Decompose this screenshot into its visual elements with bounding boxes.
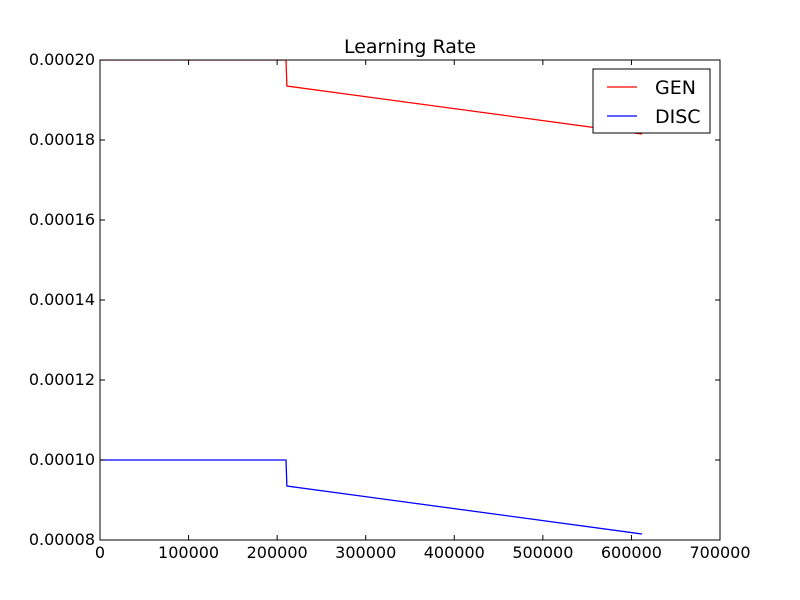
y-tick-label: 0.00014 <box>29 290 95 309</box>
y-tick-label: 0.00010 <box>29 450 95 469</box>
x-tick-label: 400000 <box>424 543 485 562</box>
legend-label-disc: DISC <box>655 106 701 128</box>
legend-box <box>592 68 711 134</box>
plot-lines <box>100 60 643 535</box>
y-tick-label: 0.00020 <box>29 50 95 69</box>
x-tick-label: 0 <box>95 543 105 562</box>
legend-label-gen: GEN <box>655 77 696 99</box>
legend: GEN DISC <box>592 68 711 134</box>
y-tick-label: 0.00008 <box>29 530 95 549</box>
y-tick-label: 0.00012 <box>29 370 95 389</box>
chart-title: Learning Rate <box>344 36 476 58</box>
x-tick-label: 200000 <box>247 543 308 562</box>
axis-ticks: 0 100000 200000 300000 400000 500000 600000 700… <box>29 50 751 562</box>
series-line-gen <box>100 60 643 135</box>
x-tick-label: 100000 <box>158 543 219 562</box>
x-tick-label: 700000 <box>689 543 750 562</box>
x-tick-label: 600000 <box>601 543 662 562</box>
x-tick-label: 300000 <box>335 543 396 562</box>
y-tick-label: 0.00018 <box>29 130 95 149</box>
x-tick-label: 500000 <box>512 543 573 562</box>
series-line-disc <box>100 459 643 535</box>
y-tick-label: 0.00016 <box>29 210 95 229</box>
